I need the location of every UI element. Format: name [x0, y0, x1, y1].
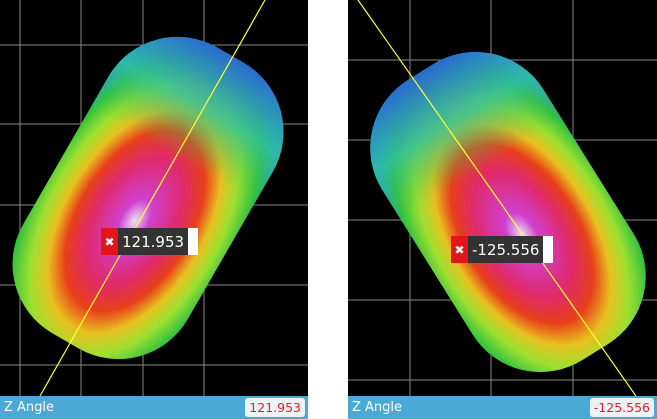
car-scan — [370, 51, 646, 373]
angle-line[interactable] — [39, 0, 266, 397]
angle-marker[interactable]: ✖ 121.953 — [101, 228, 199, 255]
marker-tail — [543, 236, 554, 263]
right-view-panel: ✖ -125.556 Z Angle -125.556 — [348, 0, 657, 419]
marker-tail — [188, 228, 199, 255]
left-view-panel: ✖ 121.953 Z Angle 121.953 — [0, 0, 308, 419]
heightmap-view[interactable] — [0, 0, 308, 419]
status-bar: Z Angle -125.556 — [348, 396, 657, 419]
measure-value: 121.953 — [245, 398, 305, 417]
measure-label: Z Angle — [352, 400, 403, 415]
heightmap-view[interactable] — [348, 0, 657, 419]
status-bar: Z Angle 121.953 — [0, 396, 308, 419]
angle-marker[interactable]: ✖ -125.556 — [451, 236, 554, 263]
close-icon[interactable]: ✖ — [101, 228, 118, 255]
measure-value: -125.556 — [589, 398, 654, 417]
angle-line[interactable] — [357, 0, 637, 397]
marker-value: -125.556 — [468, 236, 544, 263]
close-icon[interactable]: ✖ — [451, 236, 468, 263]
measure-label: Z Angle — [4, 400, 55, 415]
car-scan — [12, 36, 284, 360]
marker-value: 121.953 — [118, 228, 189, 255]
